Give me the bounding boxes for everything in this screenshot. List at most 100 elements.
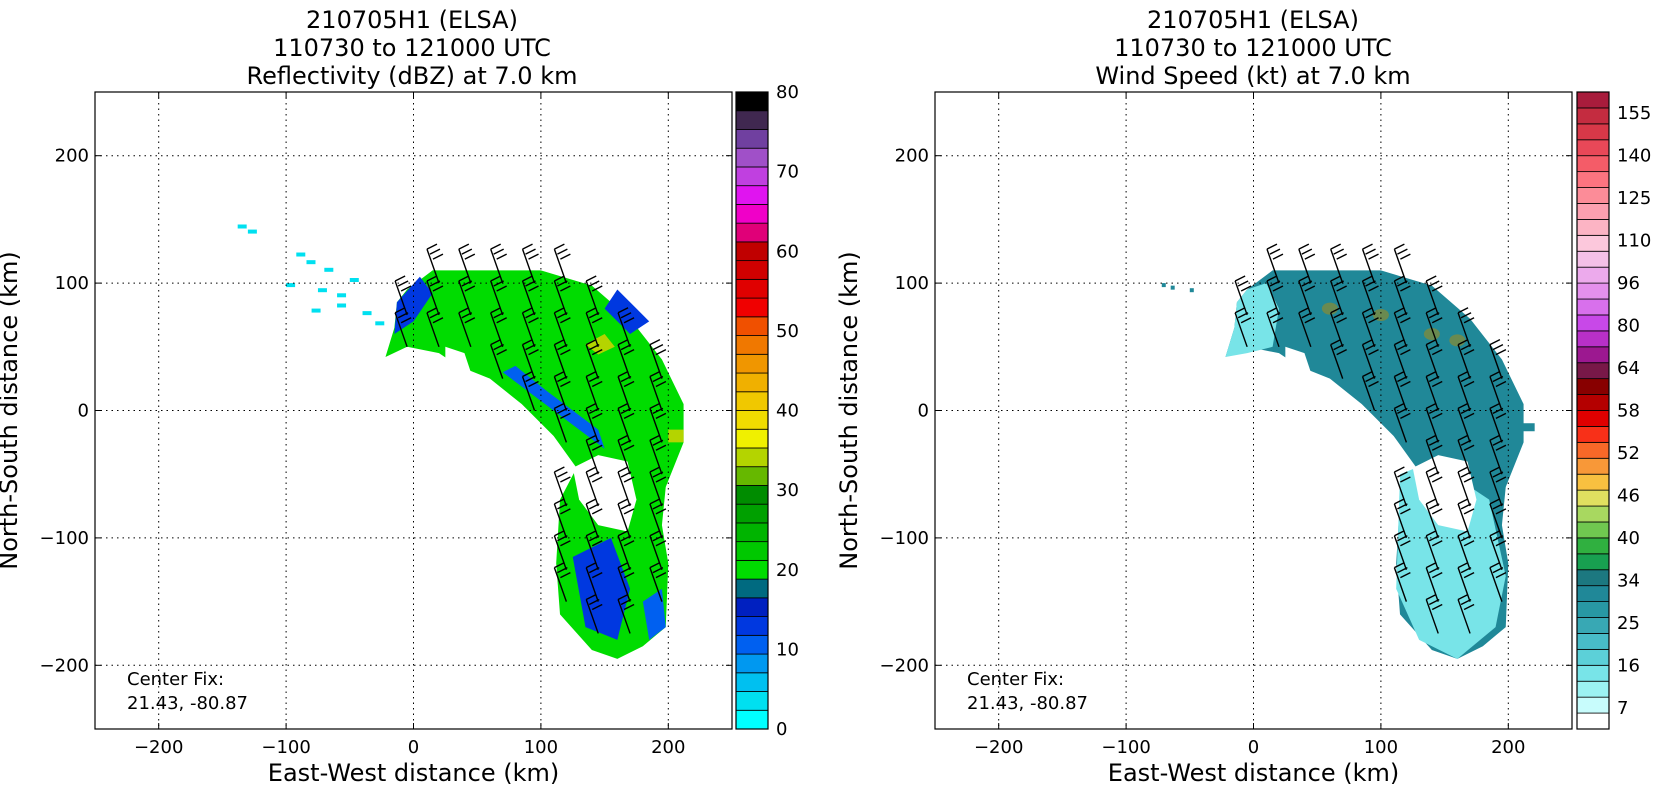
colorbar-tick-label: 80 [1617, 316, 1640, 337]
wind-barb [1298, 243, 1316, 284]
echo-free-gap [1285, 346, 1311, 383]
wind-barb [1393, 370, 1411, 411]
colorbar-tick-label: 110 [1617, 231, 1651, 252]
colorbar-tick-label: 64 [1617, 358, 1640, 379]
wind-barb [1425, 498, 1443, 539]
wind-speed-speckle [1170, 285, 1175, 290]
colorbar-segment [1576, 664, 1610, 682]
colorbar-segment [735, 466, 769, 486]
colorbar-segment [1576, 617, 1610, 634]
colorbar-segment [735, 147, 769, 168]
wind-barb [426, 243, 444, 284]
colorbar-segment [1576, 394, 1610, 411]
wind-barb [1298, 307, 1316, 348]
colorbar-segment [1576, 314, 1610, 332]
wind-barb [585, 561, 603, 602]
wind-barb [649, 530, 667, 570]
reflectivity-peak [585, 334, 615, 355]
wind-barb [1234, 307, 1252, 348]
wind-speed-low-region [1396, 461, 1506, 659]
colorbar-segment [735, 541, 769, 561]
x-tick-label: 200 [651, 737, 685, 758]
reflectivity-speckle [237, 224, 247, 229]
wind-barb [553, 339, 571, 379]
wind-barb [1457, 307, 1475, 348]
wind-barb [553, 307, 571, 348]
reflectivity-speckle [306, 260, 316, 265]
colorbar-segment [1576, 378, 1610, 395]
wind-barb [1393, 275, 1411, 316]
wind-barb [649, 339, 667, 379]
wind-barb [553, 498, 571, 539]
y-tick-label: −100 [880, 528, 929, 549]
y-tick-label: −200 [40, 655, 89, 676]
wind-barb [1457, 530, 1475, 570]
colorbar-segment [1576, 505, 1610, 523]
wind-barb [490, 275, 507, 316]
wind-barb [585, 370, 603, 411]
colorbar-segment [1576, 410, 1610, 427]
colorbar-frame [1576, 91, 1610, 730]
wind-barb [458, 243, 476, 284]
wind-barb [394, 307, 412, 348]
wind-barb [617, 370, 635, 411]
wind-barb [426, 275, 444, 316]
colorbar-segment [735, 204, 769, 224]
wind-barb [490, 307, 507, 348]
colorbar-segment [1576, 123, 1610, 141]
colorbar-segment [1576, 457, 1610, 475]
reflectivity-low-region [604, 289, 650, 335]
wind-speed-peak [1423, 328, 1440, 341]
wind-barb [1457, 466, 1475, 507]
reflectivity-low-region [642, 588, 666, 640]
field-layer [1161, 270, 1535, 659]
x-tick-label: −100 [1101, 737, 1150, 758]
wind-barb [1330, 275, 1347, 316]
wind-barb [1489, 530, 1507, 570]
wind-barb [426, 307, 444, 348]
wind-barb [1361, 243, 1379, 284]
colorbar-tick-label: 58 [1617, 401, 1640, 422]
wind-speed-panel: −200 −100 0 100 200 −200 −100 0 100 200 East-West … [835, 91, 1651, 787]
x-tick-label: −200 [134, 737, 183, 758]
colorbar-segment [1576, 346, 1610, 364]
wind-barb [1425, 307, 1443, 348]
y-tick-label: 200 [55, 146, 89, 167]
center-fix-value: 21.43, -80.87 [967, 693, 1088, 714]
title-line-2: 110730 to 121000 UTC [273, 34, 551, 62]
colorbar-tick-label: 140 [1617, 146, 1651, 167]
reflectivity-speckle [362, 311, 372, 316]
wind-barb [1298, 275, 1316, 316]
wind-barb [617, 434, 635, 475]
colorbar-segment [1576, 489, 1610, 507]
colorbar-frame [735, 91, 769, 730]
wind-barb [1425, 593, 1443, 634]
colorbar-segment [735, 129, 769, 149]
wind-speed-band [1514, 423, 1535, 432]
reflectivity-title: 210705H1 (ELSA) 110730 to 121000 UTC Ref… [112, 6, 712, 90]
wind-barb [1393, 339, 1411, 379]
colorbar-segment [1576, 298, 1610, 316]
wind-barb [1425, 530, 1443, 570]
colorbar-segment [735, 278, 769, 299]
wind-speed-speckle [1161, 283, 1166, 288]
y-tick-label: 100 [55, 273, 89, 294]
wind-barb [585, 307, 603, 348]
wind-barb [1457, 561, 1475, 602]
y-tick-label: −100 [40, 528, 89, 549]
reflectivity-speckle [337, 303, 347, 308]
y-tick-label: 100 [895, 273, 929, 294]
wind-speed-title: 210705H1 (ELSA) 110730 to 121000 UTC Win… [953, 6, 1553, 90]
colorbar-tick-label: 10 [776, 639, 799, 660]
reflectivity-peak [668, 429, 684, 443]
reflectivity-speckle [324, 267, 334, 272]
reflectivity-speckle [337, 293, 347, 298]
colorbar-segment [1576, 696, 1610, 714]
colorbar-segment [735, 616, 769, 636]
colorbar-segment [1576, 139, 1610, 157]
wind-barb [617, 339, 635, 379]
colorbar-segment [735, 559, 769, 580]
colorbar-segment [735, 166, 769, 187]
reflectivity-panel: −200 −100 0 100 200−200−1000100200East-West … [0, 82, 799, 787]
wind-barb [1489, 434, 1507, 475]
